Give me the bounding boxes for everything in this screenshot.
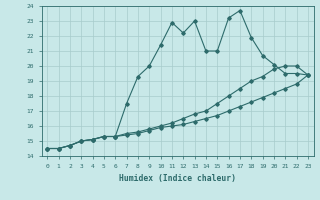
X-axis label: Humidex (Indice chaleur): Humidex (Indice chaleur) [119,174,236,183]
